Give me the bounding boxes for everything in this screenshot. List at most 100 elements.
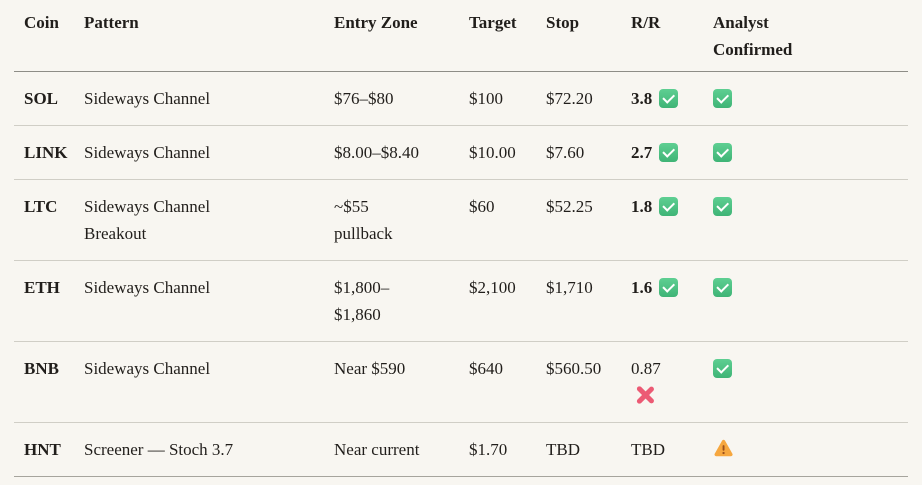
column-header-stop: Stop (546, 0, 631, 72)
entry-text: Near $590 (334, 359, 406, 378)
coin-text: LTC (24, 197, 58, 216)
cell-target: $100 (469, 72, 546, 126)
coin-text: HNT (24, 440, 61, 459)
cell-analyst-confirmed (713, 342, 908, 423)
check-icon (659, 89, 679, 108)
pattern-text: Screener — Stoch 3.7 (84, 440, 234, 459)
entry-text: ~$55 pullback (334, 197, 393, 243)
check-icon (713, 197, 732, 216)
column-header-entry: Entry Zone (334, 0, 469, 72)
table-row-link: LINK Sideways Channel $8.00–$8.40 $10.00 $7.… (14, 126, 908, 180)
target-text: $100 (469, 89, 503, 108)
table-header-row: Coin Pattern Entry Zone Target Stop R/R Analys… (14, 0, 908, 72)
target-text: $640 (469, 359, 503, 378)
table-row-eth: ETH Sideways Channel $1,800– $1,860 $2,100 $… (14, 261, 908, 342)
cell-coin: ETH (14, 261, 84, 342)
rr-value: 3.8 (631, 89, 653, 108)
column-header-target: Target (469, 0, 546, 72)
cell-stop: $72.20 (546, 72, 631, 126)
cell-rr: 3.8 (631, 72, 713, 126)
column-header-pattern: Pattern (84, 0, 334, 72)
cell-entry: $1,800– $1,860 (334, 261, 469, 342)
cell-stop: $1,710 (546, 261, 631, 342)
check-icon (713, 359, 732, 378)
pattern-text: Sideways Channel (84, 278, 211, 297)
target-text: $10.00 (469, 143, 516, 162)
cell-analyst-confirmed (713, 180, 908, 261)
table-row-bnb: BNB Sideways Channel Near $590 $640 $560.50 0… (14, 342, 908, 423)
cell-coin: BNB (14, 342, 84, 423)
cell-target: $10.00 (469, 126, 546, 180)
cross-icon (635, 385, 655, 405)
check-icon (659, 197, 679, 216)
cell-pattern: Sideways Channel (84, 72, 334, 126)
check-icon (713, 278, 732, 297)
cell-stop: TBD (546, 423, 631, 477)
cell-pattern: Screener — Stoch 3.7 (84, 423, 334, 477)
cell-pattern: Sideways Channel (84, 261, 334, 342)
cell-rr: 0.87 (631, 342, 713, 423)
cell-analyst-confirmed (713, 423, 908, 477)
target-text: $1.70 (469, 440, 508, 459)
cell-stop: $52.25 (546, 180, 631, 261)
pattern-text: Sideways Channel Breakout (84, 197, 211, 243)
coin-text: BNB (24, 359, 59, 378)
cell-target: $640 (469, 342, 546, 423)
cell-stop: $560.50 (546, 342, 631, 423)
cell-pattern: Sideways Channel (84, 126, 334, 180)
rr-value: TBD (631, 440, 665, 459)
cell-pattern: Sideways Channel (84, 342, 334, 423)
table-row-ltc: LTC Sideways Channel Breakout ~$55 pullbac… (14, 180, 908, 261)
cell-entry: $76–$80 (334, 72, 469, 126)
cell-coin: HNT (14, 423, 84, 477)
entry-text: $1,800– $1,860 (334, 278, 390, 324)
cell-rr: 1.6 (631, 261, 713, 342)
coin-text: SOL (24, 89, 59, 108)
cell-pattern: Sideways Channel Breakout (84, 180, 334, 261)
cell-analyst-confirmed (713, 72, 908, 126)
check-icon (659, 278, 679, 297)
table-body: SOL Sideways Channel $76–$80 $100 $72.20 3.8 L… (14, 72, 908, 477)
cell-entry: $8.00–$8.40 (334, 126, 469, 180)
target-text: $2,100 (469, 278, 516, 297)
column-header-rr: R/R (631, 0, 713, 72)
table-row-sol: SOL Sideways Channel $76–$80 $100 $72.20 3.8 (14, 72, 908, 126)
coin-text: ETH (24, 278, 60, 297)
warning-icon (713, 439, 734, 458)
rr-value: 1.8 (631, 197, 653, 216)
target-text: $60 (469, 197, 495, 216)
coin-text: LINK (24, 143, 68, 162)
cell-rr: 2.7 (631, 126, 713, 180)
stop-text: TBD (546, 440, 580, 459)
check-icon (713, 143, 732, 162)
entry-text: $8.00–$8.40 (334, 143, 419, 162)
check-icon (713, 89, 732, 108)
check-icon (659, 143, 679, 162)
cell-target: $2,100 (469, 261, 546, 342)
stop-text: $52.25 (546, 197, 593, 216)
pattern-text: Sideways Channel (84, 359, 211, 378)
entry-text: Near current (334, 440, 420, 459)
rr-value: 1.6 (631, 278, 653, 297)
cell-target: $60 (469, 180, 546, 261)
pattern-text: Sideways Channel (84, 89, 211, 108)
rr-value: 2.7 (631, 143, 653, 162)
cell-analyst-confirmed (713, 126, 908, 180)
rr-value: 0.87 (631, 359, 661, 378)
stop-text: $72.20 (546, 89, 593, 108)
cell-entry: Near current (334, 423, 469, 477)
cell-entry: Near $590 (334, 342, 469, 423)
cell-analyst-confirmed (713, 261, 908, 342)
cell-target: $1.70 (469, 423, 546, 477)
cell-stop: $7.60 (546, 126, 631, 180)
entry-text: $76–$80 (334, 89, 394, 108)
cell-coin: SOL (14, 72, 84, 126)
trade-setups-table: Coin Pattern Entry Zone Target Stop R/R Analys… (14, 0, 908, 477)
stop-text: $7.60 (546, 143, 585, 162)
column-header-coin: Coin (14, 0, 84, 72)
pattern-text: Sideways Channel (84, 143, 211, 162)
cell-entry: ~$55 pullback (334, 180, 469, 261)
cell-coin: LTC (14, 180, 84, 261)
table-row-hnt: HNT Screener — Stoch 3.7 Near current $1.70… (14, 423, 908, 477)
cell-rr: TBD (631, 423, 713, 477)
